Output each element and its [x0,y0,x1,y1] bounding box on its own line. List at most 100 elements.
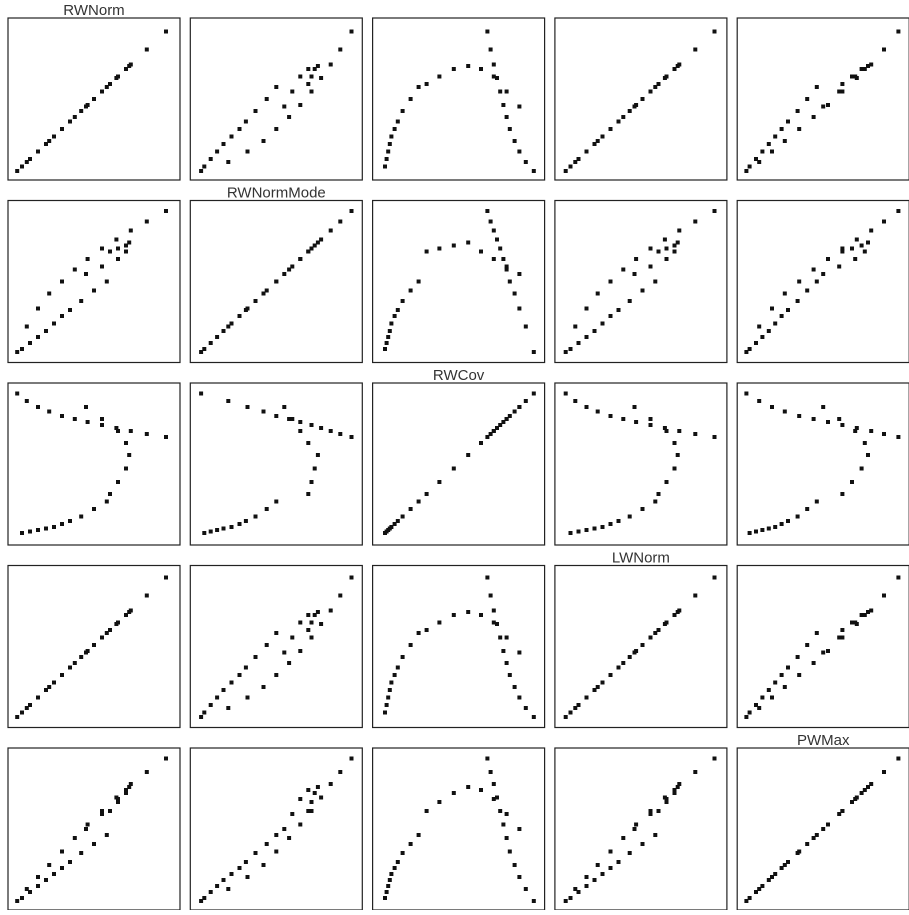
point [437,800,442,804]
point [504,417,509,421]
point [795,851,800,855]
point [568,531,573,535]
point [328,429,333,433]
point [92,507,96,511]
point [853,74,858,79]
point [693,432,698,436]
panel-frame [7,564,181,729]
panel-frame [7,747,181,911]
point [127,610,132,614]
point [648,423,653,427]
point [215,149,220,154]
point [656,249,661,254]
point [744,715,749,719]
point [328,782,333,786]
point [517,149,522,154]
point [795,655,800,659]
point [15,169,20,173]
point [826,822,830,827]
point [124,466,128,471]
point [712,575,717,580]
point [662,426,667,430]
point [60,314,64,318]
point [328,62,333,67]
point [127,240,132,245]
point [72,115,77,119]
point [392,314,397,318]
point [108,809,112,813]
point [92,643,96,647]
point [116,620,120,625]
point [20,164,24,169]
point [28,157,32,161]
point [632,405,637,409]
point [84,827,88,831]
point [757,887,762,891]
point [306,492,311,496]
point [309,89,314,94]
point [116,429,120,433]
point [47,291,52,296]
point [523,706,528,710]
point [840,809,845,813]
point [592,688,597,692]
panel-frame [554,747,728,911]
point [573,399,578,403]
point [814,279,819,284]
point [485,435,490,439]
point [92,97,96,101]
point [773,321,778,326]
point [298,103,303,107]
point [600,680,605,685]
point [20,347,24,351]
point [104,631,109,635]
point [523,399,528,403]
point [616,860,621,864]
point [866,610,870,614]
point [338,432,343,436]
point [424,82,429,86]
point [677,782,682,786]
point [79,655,84,659]
point [416,631,421,635]
point [124,441,128,445]
point [264,643,269,647]
point [576,529,581,534]
point [882,47,886,52]
point [309,74,314,79]
point [517,272,522,276]
point [504,635,509,640]
point [507,127,512,131]
point [584,405,589,409]
point [315,64,320,68]
point [479,613,483,617]
point [79,851,84,855]
point [512,291,517,296]
point [127,785,132,789]
point [261,863,266,867]
point [805,643,810,647]
point [495,237,499,242]
point [466,785,471,789]
point [319,76,324,80]
point [568,347,573,351]
point [290,812,295,816]
point [757,324,762,329]
point [416,85,421,89]
point [221,688,226,692]
point [306,788,311,792]
point [229,525,234,529]
point [766,688,771,692]
point [805,842,810,846]
point [144,219,149,224]
point [850,246,854,251]
point [744,350,749,354]
point [896,756,901,761]
point [202,164,207,169]
point [592,329,597,333]
point [306,82,311,86]
point [100,417,104,421]
point [797,673,802,677]
point [253,655,258,659]
